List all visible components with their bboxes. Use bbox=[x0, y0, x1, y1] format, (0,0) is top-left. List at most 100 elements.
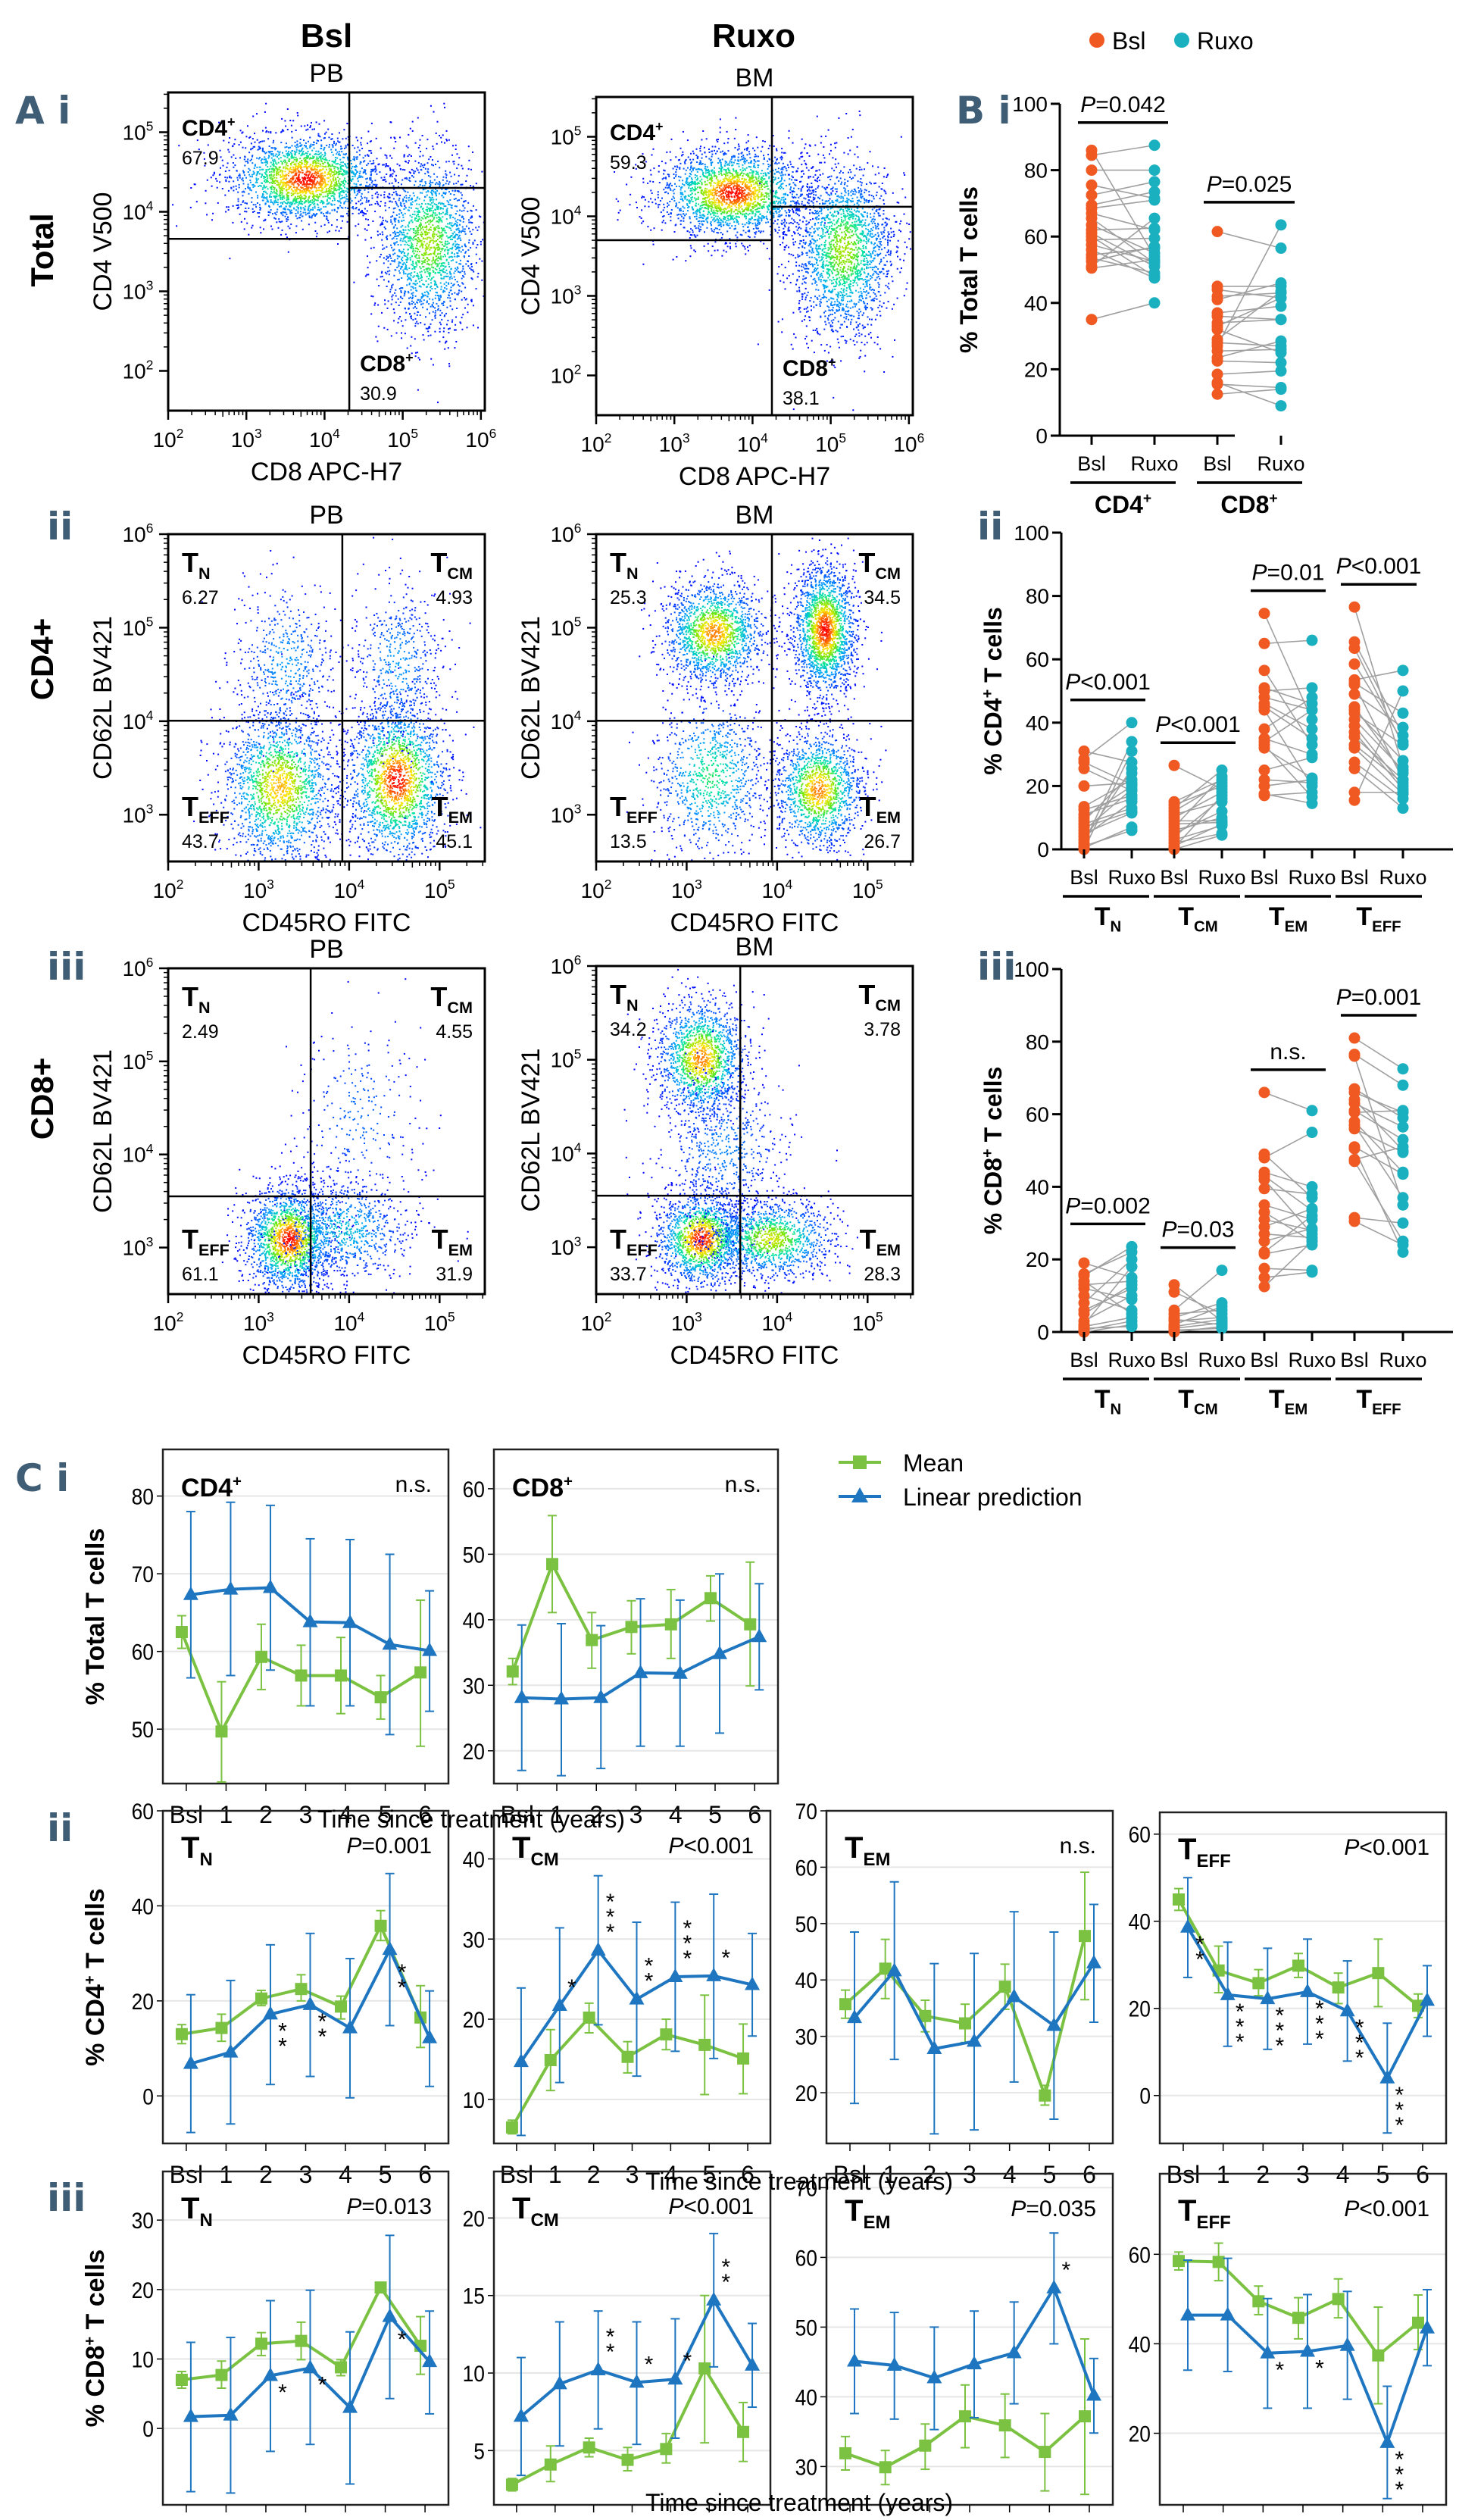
event-dot bbox=[420, 224, 422, 226]
event-dot bbox=[268, 152, 270, 154]
event-dot bbox=[333, 209, 336, 211]
event-dot bbox=[318, 153, 320, 155]
event-dot bbox=[265, 191, 267, 193]
event-dot bbox=[280, 170, 282, 173]
event-dot bbox=[383, 327, 386, 329]
event-dot bbox=[219, 181, 221, 183]
event-dot bbox=[295, 170, 297, 172]
event-dot bbox=[354, 159, 355, 161]
event-dot bbox=[275, 174, 277, 177]
event-dot bbox=[369, 186, 371, 188]
event-dot bbox=[362, 214, 364, 217]
event-dot bbox=[343, 148, 345, 149]
event-dot bbox=[213, 171, 215, 174]
event-dot bbox=[408, 197, 410, 199]
event-dot bbox=[270, 201, 272, 203]
event-dot bbox=[411, 303, 413, 305]
event-dot bbox=[253, 167, 255, 169]
event-dot bbox=[374, 192, 376, 195]
event-dot bbox=[445, 285, 448, 287]
event-dot bbox=[393, 274, 395, 277]
event-dot bbox=[398, 317, 400, 320]
event-dot bbox=[431, 305, 433, 307]
event-dot bbox=[303, 166, 305, 168]
event-dot bbox=[462, 265, 464, 267]
event-dot bbox=[408, 292, 410, 294]
event-dot bbox=[433, 217, 435, 220]
event-dot bbox=[420, 205, 423, 208]
event-dot bbox=[268, 155, 270, 157]
event-dot bbox=[642, 195, 644, 198]
event-dot bbox=[453, 183, 455, 185]
event-dot bbox=[403, 252, 405, 254]
event-dot bbox=[464, 233, 467, 235]
event-dot bbox=[429, 228, 430, 230]
event-dot bbox=[411, 352, 413, 355]
event-dot bbox=[707, 170, 708, 171]
event-dot bbox=[433, 203, 436, 205]
event-dot bbox=[289, 163, 292, 164]
event-dot bbox=[792, 219, 795, 221]
event-dot bbox=[407, 290, 409, 292]
event-dot bbox=[461, 215, 464, 217]
event-dot bbox=[458, 249, 461, 252]
event-dot bbox=[355, 186, 358, 188]
event-dot bbox=[405, 258, 408, 261]
event-dot bbox=[216, 186, 218, 189]
event-dot bbox=[372, 168, 374, 170]
event-dot bbox=[723, 164, 726, 167]
event-dot bbox=[393, 170, 395, 173]
event-dot bbox=[797, 167, 799, 170]
event-dot bbox=[745, 196, 746, 199]
event-dot bbox=[432, 181, 434, 183]
event-dot bbox=[211, 185, 213, 187]
event-dot bbox=[296, 159, 298, 161]
event-dot bbox=[307, 183, 309, 185]
event-dot bbox=[784, 233, 786, 236]
event-dot bbox=[445, 288, 448, 290]
event-dot bbox=[402, 271, 405, 273]
event-dot bbox=[372, 162, 374, 164]
event-dot bbox=[723, 168, 725, 170]
event-dot bbox=[351, 180, 352, 182]
event-dot bbox=[284, 170, 286, 173]
event-dot bbox=[430, 247, 433, 249]
event-dot bbox=[416, 264, 418, 266]
event-dot bbox=[266, 180, 268, 182]
event-dot bbox=[271, 164, 273, 166]
event-dot bbox=[305, 174, 308, 177]
event-dot bbox=[450, 289, 452, 292]
event-dot bbox=[319, 202, 321, 204]
event-dot bbox=[351, 145, 354, 146]
event-dot bbox=[366, 210, 368, 212]
event-dot bbox=[262, 199, 264, 202]
event-dot bbox=[280, 157, 282, 159]
event-dot bbox=[747, 134, 749, 136]
event-dot bbox=[311, 214, 314, 217]
event-dot bbox=[285, 211, 287, 214]
event-dot bbox=[774, 178, 776, 180]
event-dot bbox=[772, 135, 774, 136]
event-dot bbox=[226, 166, 228, 168]
event-dot bbox=[363, 169, 365, 171]
event-dot bbox=[719, 210, 721, 212]
event-dot bbox=[336, 219, 338, 221]
event-dot bbox=[248, 136, 251, 139]
event-dot bbox=[411, 261, 414, 263]
event-dot bbox=[267, 211, 270, 214]
event-dot bbox=[445, 218, 448, 220]
event-dot bbox=[365, 185, 367, 187]
event-dot bbox=[427, 245, 430, 247]
event-dot bbox=[422, 306, 424, 308]
event-dot bbox=[340, 148, 342, 150]
event-dot bbox=[433, 179, 436, 181]
event-dot bbox=[465, 251, 467, 253]
event-dot bbox=[241, 191, 243, 193]
event-dot bbox=[459, 219, 461, 221]
event-dot bbox=[809, 219, 811, 221]
event-dot bbox=[451, 293, 453, 295]
event-dot bbox=[779, 172, 781, 174]
event-dot bbox=[355, 186, 357, 188]
event-dot bbox=[458, 234, 461, 236]
event-dot bbox=[279, 189, 281, 192]
